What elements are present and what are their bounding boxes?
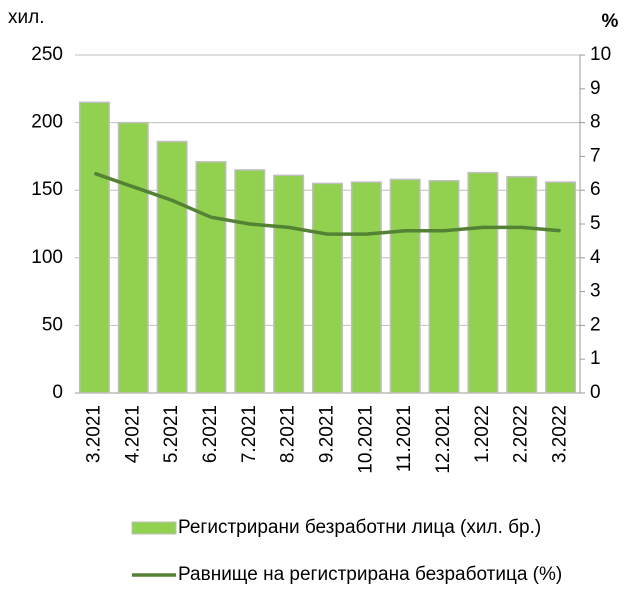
bar [234, 169, 266, 394]
x-tick-label: 11.2021 [394, 405, 415, 472]
x-tick-label: 9.2021 [317, 405, 338, 463]
x-tick-label: 1.2022 [472, 405, 493, 463]
y2-tick-label: 5 [590, 213, 601, 234]
x-tick-label: 6.2021 [200, 405, 221, 463]
x-tick-label: 3.2022 [550, 405, 571, 463]
bar [311, 182, 344, 394]
y2-tick-label: 4 [590, 247, 601, 268]
bar [273, 174, 305, 394]
bar [428, 179, 460, 394]
x-tick-label: 4.2021 [122, 405, 143, 463]
y-tick-label: 100 [31, 247, 63, 268]
x-tick-label: 3.2021 [83, 405, 104, 463]
y2-tick-label: 10 [590, 44, 611, 65]
y-tick-label: 250 [31, 44, 63, 65]
y-tick-label: 200 [31, 112, 63, 133]
y-axis-label: хил. [8, 7, 44, 28]
legend-label: Регистрирани безработни лица (хил. бр.) [178, 517, 541, 538]
y2-tick-label: 1 [590, 348, 601, 369]
line [93, 171, 561, 236]
y2-tick-label: 2 [590, 314, 601, 335]
y-tick-label: 150 [31, 179, 63, 200]
x-tick-label: 8.2021 [278, 405, 299, 463]
x-tick-label: 10.2021 [355, 405, 376, 474]
bar [195, 161, 227, 394]
y2-tick-label: 8 [590, 112, 601, 133]
y-tick-label: 50 [42, 314, 63, 335]
x-tick-label: 7.2021 [239, 405, 260, 463]
y2-tick-label: 0 [590, 382, 601, 403]
bar [350, 181, 382, 394]
x-tick-label: 12.2021 [433, 405, 454, 474]
legend-label: Равнище на регистрирана безработица (%) [178, 564, 562, 585]
bar [117, 121, 149, 394]
bar [467, 171, 499, 394]
y2-tick-label: 7 [590, 145, 601, 166]
bar [506, 175, 538, 394]
bar [389, 178, 421, 394]
y2-axis-label: % [602, 11, 619, 32]
bar [78, 101, 110, 394]
y2-tick-label: 6 [590, 179, 601, 200]
bar [545, 181, 577, 394]
legend-swatch [131, 521, 177, 535]
x-tick-label: 2.2022 [511, 405, 532, 463]
x-tick-label: 5.2021 [161, 405, 182, 463]
y2-tick-label: 9 [590, 78, 601, 99]
bar [156, 140, 188, 394]
y2-tick-label: 3 [590, 281, 601, 302]
y-tick-label: 0 [52, 382, 63, 403]
